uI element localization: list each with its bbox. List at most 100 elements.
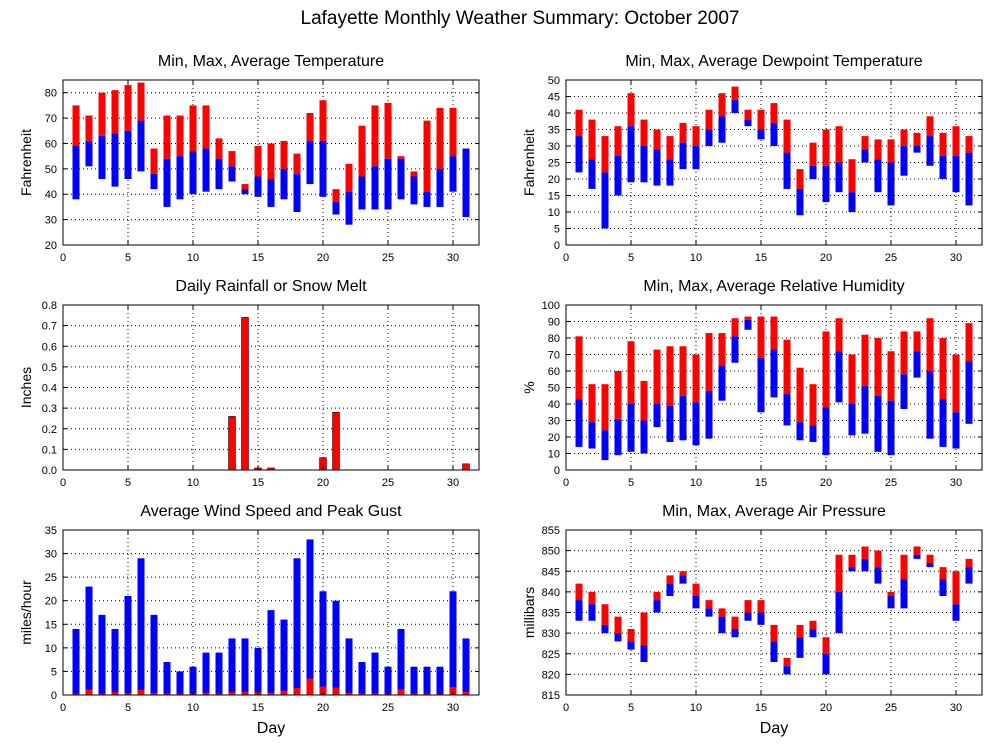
pres-upper-bar-day-28 [926,554,934,563]
rain-ytick-label: 0.5 [42,362,57,374]
gust-bar-day-16 [267,610,275,695]
wind-xtick-label: 20 [317,702,329,714]
temp-lower-bar-day-16 [267,179,275,207]
pres-lower-bar-day-7 [653,600,661,613]
temp-xtick-label: 10 [187,252,199,264]
temp-xtick-label: 25 [382,252,394,264]
pres-lower-bar-day-24 [874,567,882,584]
pres-lower-bar-day-6 [640,645,648,662]
gust-bar-day-13 [228,638,236,695]
rh-upper-bar-day-15 [757,316,765,358]
wind-xtick-label: 30 [447,702,459,714]
dew-xtick-label: 10 [690,252,702,264]
pres-lower-bar-day-23 [861,558,869,572]
rh-upper-bar-day-5 [627,341,635,404]
temp-lower-bar-day-24 [371,166,379,210]
pres-lower-bar-day-12 [718,616,726,634]
temp-lower-bar-day-27 [410,176,418,205]
pres-ytick-label: 845 [542,566,560,578]
rh-lower-bar-day-3 [601,430,609,461]
rh-upper-bar-day-26 [900,331,908,375]
dew-lower-bar-day-6 [640,146,648,183]
temp-lower-bar-day-31 [462,148,470,218]
temp-upper-bar-day-28 [423,120,431,192]
rh-upper-bar-day-14 [744,316,752,320]
temp-upper-bar-day-26 [397,156,405,159]
gust-bar-day-20 [319,591,327,695]
avg-wind-bar-day-28 [423,693,431,695]
avg-wind-bar-day-13 [228,692,236,695]
dew-lower-bar-day-16 [770,122,778,146]
temp-upper-bar-day-16 [267,143,275,179]
rh-xtick-label: 0 [563,477,569,489]
dew-lower-bar-day-3 [601,172,609,229]
dew-upper-bar-day-18 [796,169,804,189]
rh-xtick-label: 5 [628,477,634,489]
temp-lower-bar-day-5 [124,130,132,179]
dew-ytick-label: 50 [548,75,560,87]
rain-xtick-label: 30 [447,477,459,489]
dew-lower-bar-day-11 [705,129,713,146]
rh-lower-bar-day-24 [874,395,882,452]
dew-lower-bar-day-19 [809,165,817,179]
dew-lower-bar-day-22 [848,192,856,212]
rh-ytick-label: 0 [554,465,560,477]
rh-upper-bar-day-30 [952,354,960,413]
pres-ytick-label: 855 [542,525,560,537]
rh-lower-bar-day-10 [692,402,700,446]
dew-xtick-label: 15 [755,252,767,264]
rh-ytick-label: 50 [548,383,560,395]
rain-xtick-label: 20 [317,477,329,489]
temp-lower-bar-day-20 [319,140,327,197]
rain-xtick-label: 25 [382,477,394,489]
gust-bar-day-31 [462,638,470,695]
rh-lower-bar-day-16 [770,349,778,398]
rain-ytick-label: 0.7 [42,321,57,333]
rh-upper-bar-day-27 [913,331,921,352]
dew-lower-bar-day-23 [861,149,869,163]
wind-ytick-label: 25 [45,572,57,584]
dew-lower-bar-day-7 [653,149,661,186]
temp-lower-bar-day-30 [449,156,457,192]
pres-lower-bar-day-3 [601,624,609,634]
temp-upper-bar-day-30 [449,107,457,157]
dew-upper-bar-day-12 [718,93,726,117]
wind-xtick-label: 0 [60,702,66,714]
rh-lower-bar-day-6 [640,420,648,454]
pres-lower-bar-day-25 [887,596,895,609]
temp-lower-bar-day-4 [111,133,119,187]
gust-bar-day-6 [137,558,145,695]
rh-chart: Min, Max, Average Relative Humidity 0 10 20… [521,278,983,489]
dew-ytick-label: 5 [554,224,560,236]
gust-bar-day-22 [345,638,353,695]
gust-bar-day-15 [254,647,262,695]
pres-upper-bar-day-15 [757,600,765,613]
pres-upper-bar-day-7 [653,591,661,601]
rh-lower-bar-day-29 [939,399,947,447]
temp-ytick-label: 40 [45,189,57,201]
rh-lower-bar-day-1 [575,399,583,447]
temp-upper-bar-day-29 [436,107,444,169]
temp-xtick-label: 0 [60,252,66,264]
rain-xtick-label: 10 [187,477,199,489]
temp-xtick-label: 15 [252,252,264,264]
pres-upper-bar-day-4 [614,616,622,634]
rh-lower-bar-day-4 [614,418,622,456]
rh-upper-bar-day-8 [666,346,674,406]
temp-ytick-label: 30 [45,215,57,227]
pres-upper-bar-day-19 [809,620,817,629]
pres-lower-bar-day-4 [614,633,622,642]
wind-ytick-label: 35 [45,525,57,537]
gust-bar-day-1 [72,629,80,695]
pres-upper-bar-day-18 [796,624,804,638]
rh-lower-bar-day-2 [588,422,596,449]
pres-upper-bar-day-26 [900,554,908,580]
rh-chart-title: Min, Max, Average Relative Humidity [643,278,904,295]
dew-lower-bar-day-4 [614,155,622,196]
temp-lower-bar-day-18 [293,173,301,212]
gust-bar-day-27 [410,666,418,695]
temp-upper-bar-day-10 [189,105,197,152]
gust-bar-day-9 [176,671,184,695]
rh-ylabel: % [521,381,537,393]
pres-lower-bar-day-31 [965,567,973,584]
